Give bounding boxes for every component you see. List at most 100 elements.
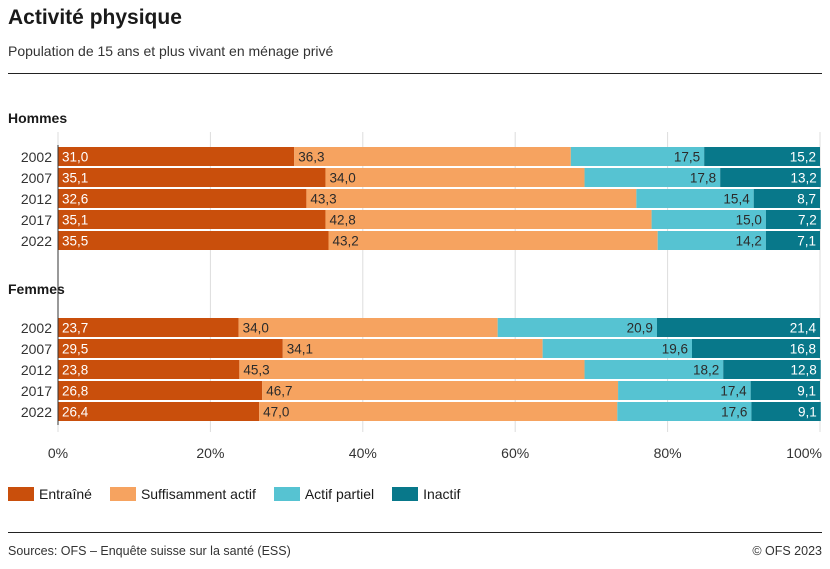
legend-label-suffisamment-actif: Suffisamment actif — [140, 486, 256, 502]
data-label: 35,5 — [62, 234, 88, 249]
legend-label-inactif: Inactif — [423, 486, 461, 502]
data-label: 14,2 — [736, 234, 762, 249]
bar-entraine — [58, 339, 283, 358]
bar-entraine — [58, 168, 326, 187]
bar-inactif — [704, 147, 820, 166]
data-label: 17,4 — [720, 384, 747, 399]
data-label: 34,1 — [287, 342, 313, 357]
bar-suffisamment-actif — [238, 318, 498, 337]
bar-actif-partiel — [570, 147, 705, 166]
stacked-bar-chart: Hommes 2002 31,0 36,3 17,5 15,2 2007 35,1 34,0 17… — [8, 110, 822, 461]
data-label: 46,7 — [266, 384, 292, 399]
legend-item-actif-partiel: Actif partiel — [273, 486, 375, 502]
legend-label-actif-partiel: Actif partiel — [304, 486, 375, 502]
data-label: 15,2 — [790, 150, 816, 165]
x-tick-label: 20% — [196, 445, 224, 461]
bar-actif-partiel — [618, 381, 751, 400]
bar-actif-partiel — [657, 231, 766, 250]
copyright: © OFS 2023 — [752, 544, 822, 558]
legend-item-suffisamment-actif: Suffisamment actif — [109, 486, 256, 502]
year-label: 2002 — [21, 149, 52, 165]
bar-inactif — [720, 168, 821, 187]
bar-inactif — [750, 381, 820, 400]
legend-swatch-actif-partiel — [273, 487, 300, 501]
year-label: 2012 — [21, 362, 52, 378]
bar-inactif — [656, 318, 820, 337]
x-tick-label: 80% — [654, 445, 682, 461]
year-label: 2007 — [21, 341, 52, 357]
legend-swatch-suffisamment-actif — [109, 487, 136, 501]
data-label: 7,1 — [797, 234, 816, 249]
data-label: 13,2 — [790, 171, 816, 186]
bar-inactif — [765, 231, 820, 250]
bar-suffisamment-actif — [328, 231, 658, 250]
data-label: 16,8 — [790, 342, 816, 357]
bar-suffisamment-actif — [259, 402, 618, 421]
year-label: 2017 — [21, 383, 52, 399]
bar-suffisamment-actif — [325, 168, 585, 187]
data-label: 23,7 — [62, 321, 88, 336]
data-label: 34,0 — [329, 171, 355, 186]
data-label: 7,2 — [798, 213, 817, 228]
data-label: 42,8 — [329, 213, 355, 228]
year-label: 2022 — [21, 404, 52, 420]
top-divider — [8, 73, 822, 74]
bar-inactif — [753, 189, 820, 208]
chart-title: Activité physique — [8, 6, 182, 29]
bar-actif-partiel — [636, 189, 754, 208]
legend-swatch-inactif — [392, 487, 419, 501]
bar-actif-partiel — [584, 168, 721, 187]
bar-actif-partiel — [584, 360, 724, 379]
bar-entraine — [58, 318, 239, 337]
x-tick-label: 0% — [48, 445, 68, 461]
bar-actif-partiel — [542, 339, 692, 358]
data-label: 43,2 — [333, 234, 359, 249]
year-label: 2002 — [21, 320, 52, 336]
bar-entraine — [58, 381, 263, 400]
bar-entraine — [58, 210, 326, 229]
data-label: 31,0 — [62, 150, 88, 165]
source-note: Sources: OFS – Enquête suisse sur la san… — [8, 544, 291, 558]
bar-inactif — [723, 360, 821, 379]
data-label: 35,1 — [62, 213, 88, 228]
panel-label: Hommes — [8, 110, 67, 126]
legend-item-entraine: Entraîné — [8, 486, 92, 502]
bar-actif-partiel — [651, 210, 766, 229]
bar-actif-partiel — [497, 318, 657, 337]
legend-item-inactif: Inactif — [392, 486, 460, 502]
data-label: 26,4 — [62, 405, 89, 420]
data-label: 29,5 — [62, 342, 88, 357]
bar-suffisamment-actif — [294, 147, 571, 166]
year-label: 2022 — [21, 233, 52, 249]
bar-inactif — [691, 339, 820, 358]
data-label: 43,3 — [310, 192, 336, 207]
bar-entraine — [58, 147, 295, 166]
data-label: 23,8 — [62, 363, 88, 378]
data-label: 35,1 — [62, 171, 88, 186]
bar-inactif — [751, 402, 821, 421]
bar-suffisamment-actif — [262, 381, 619, 400]
data-label: 9,1 — [797, 384, 816, 399]
data-label: 26,8 — [62, 384, 88, 399]
data-label: 21,4 — [790, 321, 817, 336]
bar-entraine — [58, 402, 260, 421]
data-label: 18,2 — [693, 363, 719, 378]
data-label: 15,0 — [736, 213, 762, 228]
bar-inactif — [765, 210, 821, 229]
bar-actif-partiel — [617, 402, 752, 421]
bar-suffisamment-actif — [325, 210, 652, 229]
bar-suffisamment-actif — [239, 360, 585, 379]
bar-suffisamment-actif — [306, 189, 637, 208]
data-label: 47,0 — [263, 405, 289, 420]
legend: Entraîné Suffisamment actif Actif partie… — [8, 486, 478, 502]
legend-label-entraine: Entraîné — [39, 486, 92, 502]
year-label: 2007 — [21, 170, 52, 186]
chart-subtitle: Population de 15 ans et plus vivant en m… — [8, 43, 334, 59]
bar-suffisamment-actif — [282, 339, 543, 358]
legend-swatch-entraine — [8, 487, 34, 501]
data-label: 15,4 — [723, 192, 750, 207]
data-label: 20,9 — [627, 321, 653, 336]
data-label: 9,1 — [798, 405, 817, 420]
year-label: 2017 — [21, 212, 52, 228]
data-label: 34,0 — [243, 321, 269, 336]
